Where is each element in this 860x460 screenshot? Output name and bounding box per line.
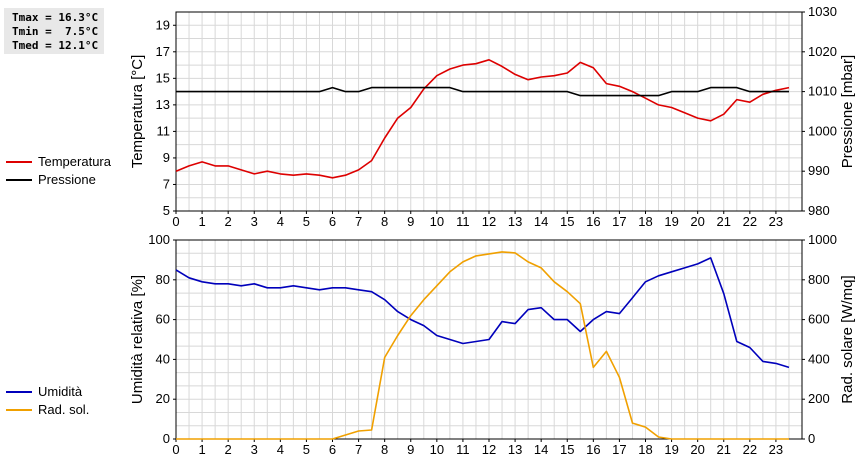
top-y2-tick-label: 1010: [808, 84, 837, 99]
top-x-tick-label: 19: [664, 214, 678, 229]
bottom-x-tick-label: 16: [586, 442, 600, 457]
top-y2-tick-label: 980: [808, 203, 830, 218]
bottom-y2-tick-label: 800: [808, 272, 830, 287]
top-x-tick-label: 11: [456, 214, 470, 229]
top-x-tick-label: 10: [430, 214, 444, 229]
legend-pressure-swatch: [6, 179, 32, 181]
legend-humidity-swatch: [6, 391, 32, 393]
top-y2label: Pressione [mbar]: [839, 55, 856, 168]
top-x-tick-label: 23: [769, 214, 783, 229]
legend-humidity-label: Umidità: [38, 384, 83, 399]
bottom-y2-tick-label: 200: [808, 391, 830, 406]
top-x-tick-label: 16: [586, 214, 600, 229]
bottom-y-tick-label: 40: [156, 351, 170, 366]
top-x-tick-label: 1: [198, 214, 205, 229]
top-x-tick-label: 7: [355, 214, 362, 229]
bottom-x-tick-label: 15: [560, 442, 574, 457]
bottom-x-tick-label: 3: [251, 442, 258, 457]
top-x-tick-label: 15: [560, 214, 574, 229]
top-x-tick-label: 12: [482, 214, 496, 229]
bottom-ylabel: Umidità relativa [%]: [129, 275, 146, 404]
top-y-tick-label: 15: [156, 70, 170, 85]
top-y2-tick-label: 1020: [808, 44, 837, 59]
top-y2-tick-label: 1000: [808, 123, 837, 138]
legend-solar-swatch: [6, 409, 32, 411]
bottom-x-tick-label: 6: [329, 442, 336, 457]
legend-solar-label: Rad. sol.: [38, 402, 90, 417]
bottom-y-tick-label: 0: [163, 431, 170, 446]
bottom-x-tick-label: 2: [225, 442, 232, 457]
bottom-x-tick-label: 19: [664, 442, 678, 457]
bottom-x-tick-label: 20: [690, 442, 704, 457]
top-y-tick-label: 19: [156, 17, 170, 32]
top-x-tick-label: 3: [251, 214, 258, 229]
top-y2-tick-label: 1030: [808, 4, 837, 19]
bottom-x-tick-label: 11: [456, 442, 470, 457]
bottom-x-tick-label: 17: [612, 442, 626, 457]
top-x-tick-label: 2: [225, 214, 232, 229]
bottom-y2label: Rad. solare [W/mq]: [839, 275, 856, 403]
bottom-y2-tick-label: 1000: [808, 232, 837, 247]
top-x-tick-label: 9: [407, 214, 414, 229]
top-x-tick-label: 18: [638, 214, 652, 229]
bottom-series-primary-line: [175, 257, 790, 369]
legend-pressure-label: Pressione: [38, 172, 96, 187]
top-x-tick-label: 8: [381, 214, 388, 229]
top-x-tick-label: 22: [743, 214, 757, 229]
tmin-label: Tmin = 7.5°C: [12, 25, 99, 38]
top-x-tick-label: 21: [717, 214, 731, 229]
bottom-y2-tick-label: 400: [808, 351, 830, 366]
bottom-y-tick-label: 60: [156, 312, 170, 327]
bottom-x-tick-label: 22: [743, 442, 757, 457]
top-x-tick-label: 0: [172, 214, 179, 229]
legend-temperature-swatch: [6, 161, 32, 163]
legend-temperature-label: Temperatura: [38, 154, 111, 169]
bottom-y2-tick-label: 0: [808, 431, 815, 446]
top-y-tick-label: 9: [163, 150, 170, 165]
top-x-tick-label: 20: [690, 214, 704, 229]
bottom-y-tick-label: 80: [156, 272, 170, 287]
bottom-x-tick-label: 10: [430, 442, 444, 457]
bottom-y-tick-label: 20: [156, 391, 170, 406]
tmax-label: Tmax = 16.3°C: [12, 11, 99, 24]
bottom-x-tick-label: 12: [482, 442, 496, 457]
bottom-x-tick-label: 4: [277, 442, 284, 457]
stats-box: Tmax = 16.3°C Tmin = 7.5°C Tmed = 12.1°C: [4, 8, 104, 54]
bottom-x-tick-label: 1: [198, 442, 205, 457]
top-y-tick-label: 7: [163, 176, 170, 191]
bottom-x-tick-label: 5: [303, 442, 310, 457]
bottom-x-tick-label: 7: [355, 442, 362, 457]
bottom-x-tick-label: 14: [534, 442, 548, 457]
top-y-tick-label: 13: [156, 97, 170, 112]
top-series-primary-line: [175, 58, 790, 179]
bottom-x-tick-label: 23: [769, 442, 783, 457]
top-x-tick-label: 5: [303, 214, 310, 229]
top-y-tick-label: 11: [157, 123, 171, 138]
bottom-y-tick-label: 100: [148, 232, 170, 247]
top-y-tick-label: 17: [156, 44, 170, 59]
top-x-tick-label: 6: [329, 214, 336, 229]
bottom-x-tick-label: 13: [508, 442, 522, 457]
top-y-tick-label: 5: [163, 203, 170, 218]
bottom-y2-tick-label: 600: [808, 312, 830, 327]
top-x-tick-label: 14: [534, 214, 548, 229]
bottom-x-tick-label: 0: [172, 442, 179, 457]
top-x-tick-label: 17: [612, 214, 626, 229]
bottom-x-tick-label: 21: [717, 442, 731, 457]
top-y2-tick-label: 990: [808, 163, 830, 178]
top-x-tick-label: 4: [277, 214, 284, 229]
top-x-tick-label: 13: [508, 214, 522, 229]
bottom-x-tick-label: 8: [381, 442, 388, 457]
top-series-secondary-line: [176, 86, 789, 97]
top-ylabel: Temperatura [°C]: [129, 55, 146, 169]
tmed-label: Tmed = 12.1°C: [12, 39, 99, 52]
bottom-series-secondary-line: [176, 251, 789, 440]
bottom-x-tick-label: 18: [638, 442, 652, 457]
bottom-x-tick-label: 9: [407, 442, 414, 457]
